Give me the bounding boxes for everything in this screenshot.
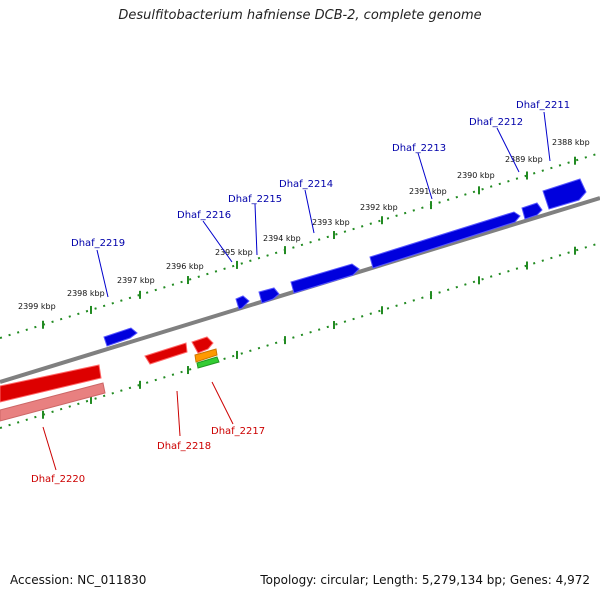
kbp-label: 2397 kbp bbox=[117, 276, 155, 285]
gene-label-dhaf-2212[interactable]: Dhaf_2212 bbox=[469, 117, 523, 128]
leader-lines bbox=[96, 111, 551, 298]
kbp-label: 2395 kbp bbox=[215, 248, 253, 257]
kbp-label: 2399 kbp bbox=[18, 302, 56, 311]
gene-arrow-dhaf-2216[interactable] bbox=[235, 295, 250, 310]
gene-label-dhaf-2216[interactable]: Dhaf_2216 bbox=[177, 210, 231, 221]
gene-arrow-dhaf-2214[interactable] bbox=[290, 263, 360, 294]
gene-label-dhaf-2217[interactable]: Dhaf_2217 bbox=[211, 426, 265, 437]
kbp-label: 2388 kbp bbox=[552, 138, 590, 147]
gene-labels: Dhaf_2211 Dhaf_2212 Dhaf_2213 Dhaf_2214 … bbox=[31, 100, 570, 485]
forward-tick-track bbox=[0, 152, 600, 339]
kbp-labels: 2388 kbp 2389 kbp 2390 kbp 2391 kbp 2392… bbox=[18, 138, 590, 311]
kbp-label: 2393 kbp bbox=[312, 218, 350, 227]
leader-lines-reverse bbox=[42, 381, 234, 471]
gene-arrow-dhaf-2220[interactable] bbox=[0, 364, 102, 403]
gene-arrow-dhaf-2217[interactable] bbox=[191, 336, 214, 354]
kbp-label: 2396 kbp bbox=[166, 262, 204, 271]
gene-label-dhaf-2218[interactable]: Dhaf_2218 bbox=[157, 441, 211, 452]
gene-arrow-dhaf-2211[interactable] bbox=[542, 178, 587, 210]
map-title: Desulfitobacterium hafniense DCB-2, comp… bbox=[118, 8, 482, 23]
accession-text: Accession: NC_011830 bbox=[10, 573, 147, 587]
gene-label-dhaf-2213[interactable]: Dhaf_2213 bbox=[392, 143, 446, 154]
gene-label-dhaf-2211[interactable]: Dhaf_2211 bbox=[516, 100, 570, 111]
gene-label-dhaf-2219[interactable]: Dhaf_2219 bbox=[71, 238, 125, 249]
forward-genes bbox=[103, 178, 587, 347]
kbp-label: 2394 kbp bbox=[263, 234, 301, 243]
kbp-label: 2392 kbp bbox=[360, 203, 398, 212]
kbp-label: 2398 kbp bbox=[67, 289, 105, 298]
gene-arrow-dhaf-2220-faded bbox=[0, 382, 106, 422]
gene-arrow-dhaf-2212[interactable] bbox=[521, 202, 543, 220]
green-feature bbox=[196, 356, 220, 369]
gene-arrow-dhaf-2218[interactable] bbox=[144, 342, 188, 365]
gene-arrow-dhaf-2213[interactable] bbox=[369, 211, 521, 269]
gene-label-dhaf-2214[interactable]: Dhaf_2214 bbox=[279, 179, 333, 190]
orange-feature bbox=[194, 348, 218, 363]
kbp-label: 2391 kbp bbox=[409, 187, 447, 196]
kbp-label: 2390 kbp bbox=[457, 171, 495, 180]
gene-arrow-dhaf-2219[interactable] bbox=[103, 327, 138, 347]
major-ticks bbox=[42, 156, 576, 419]
kbp-label: 2389 kbp bbox=[505, 155, 543, 164]
reverse-tick-track bbox=[0, 242, 600, 429]
gene-label-dhaf-2220[interactable]: Dhaf_2220 bbox=[31, 474, 85, 485]
gene-label-dhaf-2215[interactable]: Dhaf_2215 bbox=[228, 194, 282, 205]
reverse-genes bbox=[0, 336, 220, 422]
gene-arrow-dhaf-2215[interactable] bbox=[258, 287, 280, 304]
genome-summary-text: Topology: circular; Length: 5,279,134 bp… bbox=[260, 573, 590, 587]
